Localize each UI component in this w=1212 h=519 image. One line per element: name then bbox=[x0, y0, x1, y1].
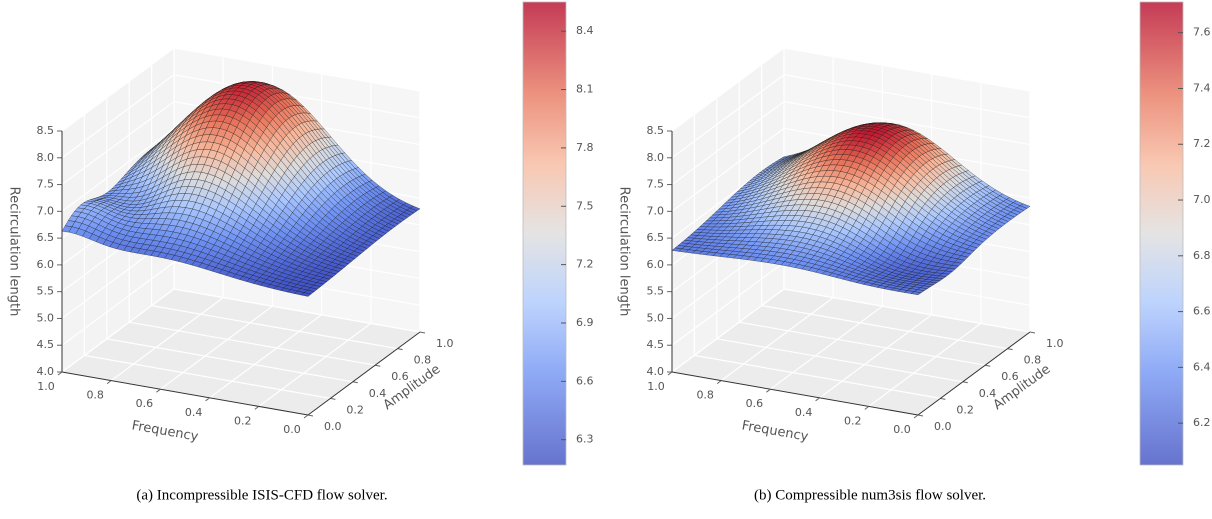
y-tick-label: 0.8 bbox=[1024, 354, 1042, 367]
x-tick-label: 0.8 bbox=[696, 389, 714, 402]
x-tick-label: 0.6 bbox=[136, 397, 154, 410]
colorbar-tick-label: 6.9 bbox=[576, 316, 594, 329]
z-tick-label: 4.5 bbox=[647, 338, 665, 351]
z-tick-label: 4.5 bbox=[37, 338, 55, 351]
colorbar-tick-label: 6.6 bbox=[576, 374, 594, 387]
z-axis-label: Recirculation length bbox=[617, 187, 632, 317]
x-tick-label: 0.2 bbox=[234, 414, 252, 427]
x-tick-label: 1.0 bbox=[37, 380, 55, 393]
tick-mark bbox=[308, 415, 313, 416]
y-tick-label: 0.6 bbox=[1001, 370, 1019, 383]
x-tick-label: 0.0 bbox=[283, 423, 301, 436]
colorbar-tick-label: 7.2 bbox=[576, 258, 594, 271]
x-tick-label: 0.4 bbox=[795, 406, 813, 419]
colorbar-tick-label: 6.2 bbox=[1193, 416, 1211, 429]
y-tick-label: 1.0 bbox=[1046, 337, 1064, 350]
tick-mark bbox=[963, 382, 968, 383]
y-tick-label: 0.0 bbox=[934, 420, 952, 433]
caption: (b) Compressible num3sis flow solver. bbox=[754, 487, 986, 503]
tick-mark bbox=[985, 365, 990, 366]
y-tick-label: 1.0 bbox=[436, 337, 454, 350]
caption: (a) Incompressible ISIS-CFD flow solver. bbox=[136, 487, 387, 503]
z-tick-label: 8.0 bbox=[647, 151, 665, 164]
colorbar-tick-label: 6.6 bbox=[1193, 305, 1211, 318]
z-tick-label: 5.5 bbox=[37, 285, 55, 298]
x-tick-label: 0.0 bbox=[893, 423, 911, 436]
colorbar-tick-label: 6.4 bbox=[1193, 360, 1211, 373]
tick-mark bbox=[353, 382, 358, 383]
colorbar-tick-label: 8.1 bbox=[576, 83, 594, 96]
z-tick-label: 6.5 bbox=[37, 231, 55, 244]
z-tick-label: 6.5 bbox=[647, 231, 665, 244]
tick-mark bbox=[375, 365, 380, 366]
y-tick-label: 0.6 bbox=[391, 370, 409, 383]
tick-mark bbox=[330, 398, 335, 399]
colorbar-tick-label: 7.4 bbox=[1193, 81, 1211, 94]
z-tick-label: 7.0 bbox=[647, 204, 665, 217]
y-tick-label: 0.2 bbox=[956, 403, 974, 416]
z-tick-label: 8.5 bbox=[647, 124, 665, 137]
tick-mark bbox=[940, 398, 945, 399]
z-axis-label: Recirculation length bbox=[7, 187, 22, 317]
z-tick-label: 7.5 bbox=[647, 178, 665, 191]
colorbar-tick-label: 7.8 bbox=[576, 141, 594, 154]
colorbar bbox=[1140, 2, 1183, 465]
colorbar-tick-label: 7.0 bbox=[1193, 193, 1211, 206]
z-tick-label: 7.5 bbox=[37, 178, 55, 191]
y-tick-label: 0.8 bbox=[414, 354, 432, 367]
x-axis-label: Frequency bbox=[741, 418, 810, 444]
x-tick-label: 0.2 bbox=[844, 414, 862, 427]
x-axis-label: Frequency bbox=[131, 418, 200, 444]
colorbar-tick-label: 8.4 bbox=[576, 24, 594, 37]
z-tick-label: 5.5 bbox=[647, 285, 665, 298]
y-tick-label: 0.0 bbox=[324, 420, 342, 433]
colorbar-tick-label: 6.8 bbox=[1193, 249, 1211, 262]
z-tick-label: 7.0 bbox=[37, 204, 55, 217]
tick-mark bbox=[918, 415, 923, 416]
tick-mark bbox=[1008, 349, 1013, 350]
x-tick-label: 0.8 bbox=[86, 389, 104, 402]
tick-mark bbox=[420, 332, 425, 333]
colorbar bbox=[523, 2, 566, 465]
z-tick-label: 6.0 bbox=[37, 258, 55, 271]
colorbar-tick-label: 7.5 bbox=[576, 199, 594, 212]
z-tick-label: 4.0 bbox=[37, 365, 55, 378]
colorbar-tick-label: 6.3 bbox=[576, 433, 594, 446]
tick-mark bbox=[398, 349, 403, 350]
y-axis-label: Amplitude bbox=[381, 362, 444, 413]
x-tick-label: 0.6 bbox=[746, 397, 764, 410]
z-tick-label: 8.0 bbox=[37, 151, 55, 164]
colorbar-tick-label: 7.2 bbox=[1193, 137, 1211, 150]
y-tick-label: 0.2 bbox=[346, 403, 364, 416]
x-tick-label: 1.0 bbox=[647, 380, 665, 393]
z-tick-label: 4.0 bbox=[647, 365, 665, 378]
x-tick-label: 0.4 bbox=[185, 406, 203, 419]
tick-mark bbox=[1030, 332, 1035, 333]
z-tick-label: 5.0 bbox=[647, 311, 665, 324]
z-tick-label: 6.0 bbox=[647, 258, 665, 271]
y-axis-label: Amplitude bbox=[991, 362, 1054, 413]
z-tick-label: 5.0 bbox=[37, 311, 55, 324]
z-tick-label: 8.5 bbox=[37, 124, 55, 137]
colorbar-tick-label: 7.6 bbox=[1193, 26, 1211, 39]
